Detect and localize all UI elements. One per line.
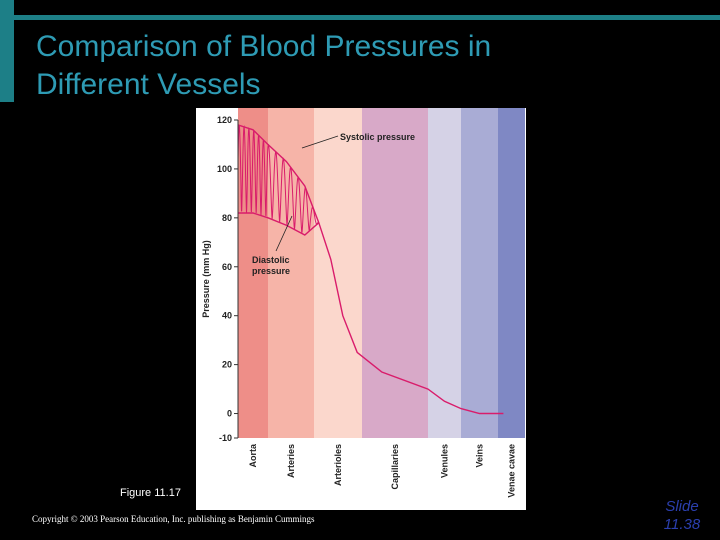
y-axis-label: Pressure (mm Hg) (201, 240, 211, 318)
slide-title-line1: Comparison of Blood Pressures in (36, 30, 492, 63)
y-tick-label: 0 (227, 409, 232, 419)
category-label-venules: Venules (440, 444, 450, 478)
slide-title: Comparison of Blood Pressures in Differe… (36, 28, 676, 104)
y-tick-label: 60 (222, 262, 232, 272)
band-arterioles (314, 108, 362, 438)
y-tick-label: 120 (217, 115, 232, 125)
blood-pressure-chart: -10 0 20 40 60 80 100 120 Pressure (mm Hg) Aorta… (201, 108, 525, 498)
copyright-notice: Copyright © 2003 Pearson Education, Inc.… (32, 514, 315, 524)
accent-bar-top (14, 15, 720, 20)
category-label-aorta: Aorta (248, 443, 258, 467)
diastolic-annotation: Diastolic pressure (252, 255, 290, 276)
systolic-annotation: Systolic pressure (340, 132, 415, 142)
slide-number-value: 11.38 (663, 516, 701, 533)
slide-title-line2: Different Vessels (36, 68, 261, 101)
category-label-arterioles: Arterioles (333, 444, 343, 486)
band-capillaries (362, 108, 428, 438)
y-tick-label: -10 (219, 433, 232, 443)
band-venae-cavae (498, 108, 525, 438)
figure-caption: Figure 11.17 (120, 487, 181, 499)
category-label-arteries: Arteries (286, 444, 296, 478)
category-label-veins: Veins (475, 444, 485, 468)
band-arteries (268, 108, 314, 438)
category-label-venae-cavae: Venae cavae (507, 444, 517, 498)
y-tick-label: 100 (217, 164, 232, 174)
slide-number: Slide 11.38 (652, 498, 712, 534)
accent-bar-left (0, 0, 14, 102)
pulse-oscillation (237, 124, 320, 233)
systolic-leader (301, 135, 339, 149)
blood-pressure-figure: -10 0 20 40 60 80 100 120 Pressure (mm Hg) Aorta… (196, 108, 526, 510)
y-tick-label: 80 (222, 213, 232, 223)
y-tick-label: 20 (222, 360, 232, 370)
systolic-curve (237, 124, 504, 415)
y-tick-label: 40 (222, 311, 232, 321)
band-venules (428, 108, 461, 438)
category-label-capillaries: Capillaries (390, 444, 400, 490)
slide-number-label: Slide (665, 498, 699, 515)
diastolic-leader (275, 215, 293, 252)
diastolic-curve (238, 212, 320, 236)
band-veins (461, 108, 498, 438)
